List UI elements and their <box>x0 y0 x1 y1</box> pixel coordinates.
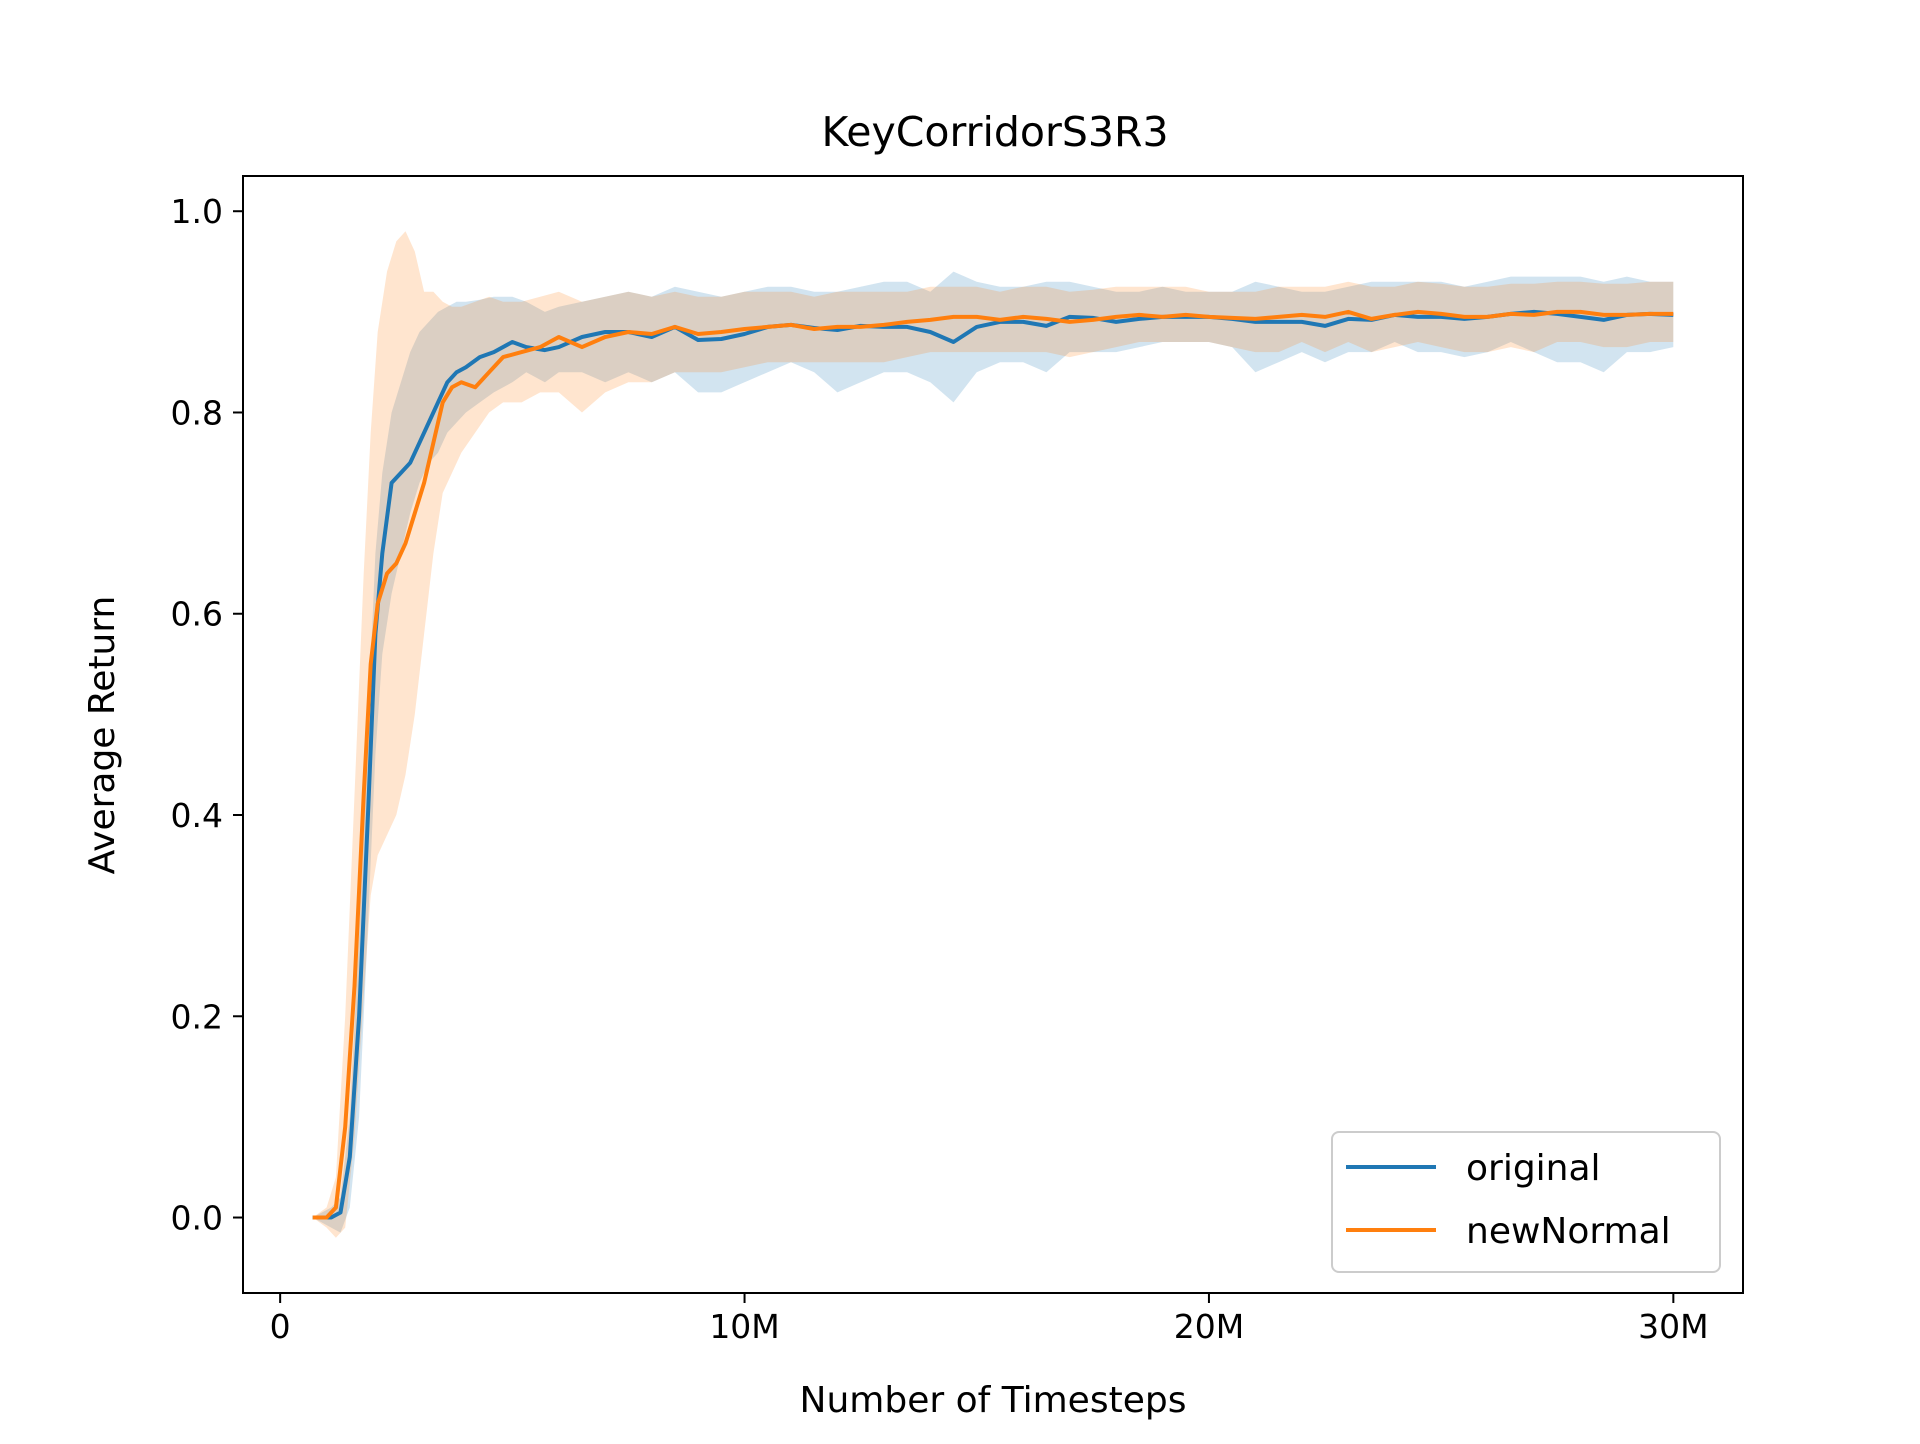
x-axis: 0 10M 20M 30M <box>270 1293 1709 1346</box>
line-newnormal <box>312 309 1674 1220</box>
y-axis: 0.0 0.2 0.4 0.6 0.8 1.0 <box>171 192 243 1238</box>
band-newnormal <box>312 231 1674 1238</box>
confidence-bands <box>312 231 1674 1238</box>
band-original <box>312 271 1674 1233</box>
legend-label-newnormal: newNormal <box>1466 1211 1671 1252</box>
x-tick-label: 30M <box>1638 1307 1708 1346</box>
y-tick-label: 0.8 <box>171 393 223 432</box>
legend-label-original: original <box>1466 1148 1601 1189</box>
chart-title: KeyCorridorS3R3 <box>821 108 1168 156</box>
y-tick-label: 0.6 <box>171 595 223 634</box>
x-tick-label: 10M <box>709 1307 779 1346</box>
x-tick-label: 20M <box>1174 1307 1244 1346</box>
y-tick-label: 0.2 <box>171 997 223 1036</box>
series-lines <box>312 309 1674 1220</box>
plot-frame <box>242 175 1744 1294</box>
x-tick-label: 0 <box>270 1307 291 1346</box>
legend: original newNormal <box>1331 1131 1721 1273</box>
y-tick-label: 0.0 <box>171 1199 223 1238</box>
y-tick-label: 1.0 <box>171 192 223 231</box>
y-axis-label: Average Return <box>82 596 123 875</box>
y-tick-label: 0.4 <box>171 796 223 835</box>
x-axis-label: Number of Timesteps <box>800 1380 1187 1421</box>
